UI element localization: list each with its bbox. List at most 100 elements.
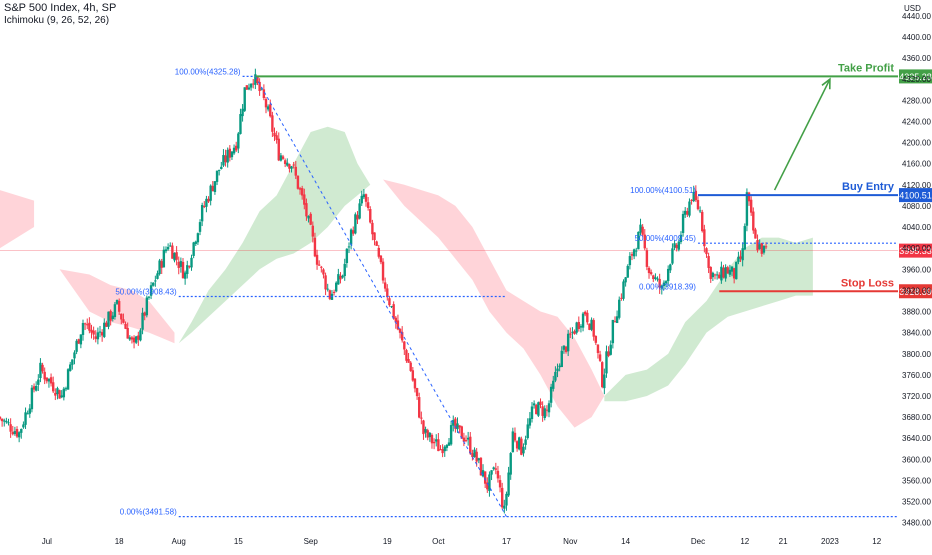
candle-body-112 xyxy=(237,133,240,149)
x-tick-label-13: 2023 xyxy=(821,537,839,546)
candle-body-266 xyxy=(564,346,568,352)
candle-body-241 xyxy=(511,431,515,453)
candle-body-162 xyxy=(343,263,346,277)
candle-body-92 xyxy=(194,241,197,244)
candle-body-0 xyxy=(0,416,2,419)
candle-body-248 xyxy=(526,424,529,439)
candle-body-263 xyxy=(558,365,561,368)
candle-body-122 xyxy=(258,81,261,91)
candle-body-50 xyxy=(105,322,108,327)
candle-body-34 xyxy=(71,359,74,365)
candle-body-349 xyxy=(741,248,744,261)
candle-body-161 xyxy=(341,275,344,278)
candle-body-74 xyxy=(156,273,159,279)
candle-body-152 xyxy=(322,269,325,275)
chart-symbol-title: S&P 500 Index, 4h, SP xyxy=(4,2,117,14)
candle-body-235 xyxy=(498,480,502,488)
candle-body-26 xyxy=(54,392,57,396)
candle-body-209 xyxy=(443,446,446,452)
candle-body-166 xyxy=(352,230,355,234)
candle-body-18 xyxy=(37,379,40,385)
candle-body-290 xyxy=(615,316,619,324)
ichimoku-cloud-3 xyxy=(383,179,605,428)
candle-body-254 xyxy=(539,401,542,405)
candle-body-116 xyxy=(245,85,249,90)
y-tick-label-5: 3680.00 xyxy=(902,413,931,422)
candle-body-81 xyxy=(171,245,174,259)
candle-body-176 xyxy=(373,232,376,241)
candle-body-223 xyxy=(473,449,476,458)
candle-body-79 xyxy=(166,246,170,250)
candle-body-249 xyxy=(528,418,532,426)
candle-body-338 xyxy=(718,274,721,279)
candle-body-238 xyxy=(505,493,508,506)
trade-level-name-2: Stop Loss xyxy=(841,277,894,289)
candle-body-237 xyxy=(503,505,506,509)
candle-body-292 xyxy=(620,297,623,299)
candle-body-323 xyxy=(686,211,689,215)
candle-body-38 xyxy=(79,334,83,345)
candle-body-135 xyxy=(286,162,289,166)
candle-body-319 xyxy=(677,241,681,250)
candle-body-86 xyxy=(181,261,185,279)
candle-body-315 xyxy=(669,264,672,271)
candle-body-243 xyxy=(515,441,519,449)
candle-body-286 xyxy=(607,351,610,356)
candle-body-284 xyxy=(603,374,606,389)
candle-body-97 xyxy=(205,198,208,207)
candle-body-217 xyxy=(460,426,463,439)
candle-body-211 xyxy=(447,442,451,446)
y-tick-label-3: 3600.00 xyxy=(902,455,931,464)
candle-body-177 xyxy=(375,241,378,246)
candle-body-308 xyxy=(654,277,657,279)
candle-body-202 xyxy=(428,432,432,438)
projection-arrow-line xyxy=(773,78,831,191)
candle-body-80 xyxy=(169,245,172,247)
candle-body-170 xyxy=(360,195,363,204)
ichimoku-cloud-0 xyxy=(0,190,35,249)
candle-body-336 xyxy=(713,274,717,276)
candle-body-142 xyxy=(300,188,304,196)
candle-body-84 xyxy=(177,261,180,268)
fib-level-label-5: 0.00%(3918.39) xyxy=(639,282,696,291)
candle-body-191 xyxy=(405,350,408,361)
y-axis-currency: USD xyxy=(904,4,921,13)
candle-body-252 xyxy=(535,405,538,415)
candle-body-306 xyxy=(649,272,653,275)
candle-body-87 xyxy=(183,272,187,279)
candle-body-321 xyxy=(681,213,685,233)
candle-body-153 xyxy=(324,275,327,290)
candle-body-117 xyxy=(247,87,251,90)
candle-body-175 xyxy=(371,222,374,235)
candle-body-332 xyxy=(705,248,708,255)
candle-body-187 xyxy=(396,320,400,330)
candle-body-227 xyxy=(481,470,485,477)
candle-body-358 xyxy=(760,243,764,254)
candle-body-107 xyxy=(226,149,229,163)
candle-body-27 xyxy=(56,388,59,395)
last-price-tag xyxy=(899,243,932,258)
candle-body-121 xyxy=(256,76,259,84)
candle-body-255 xyxy=(541,406,544,416)
candle-body-63 xyxy=(132,337,136,343)
candle-body-221 xyxy=(469,436,472,454)
candle-body-181 xyxy=(383,282,387,289)
candle-body-178 xyxy=(377,247,380,257)
candle-body-30 xyxy=(62,388,66,398)
candle-body-67 xyxy=(141,312,144,330)
candle-body-99 xyxy=(209,185,212,201)
x-tick-label-7: 17 xyxy=(502,537,511,546)
candle-body-357 xyxy=(758,244,761,249)
candle-body-230 xyxy=(488,474,491,492)
candle-body-348 xyxy=(739,256,742,259)
candle-body-157 xyxy=(332,291,336,293)
candle-body-154 xyxy=(326,288,329,290)
candle-body-12 xyxy=(24,412,27,425)
candle-body-359 xyxy=(762,245,766,253)
candle-body-343 xyxy=(728,269,732,275)
trade-level-price-label-0: 4325.28 xyxy=(899,72,932,82)
candle-body-59 xyxy=(124,323,127,329)
candle-body-61 xyxy=(128,337,132,340)
